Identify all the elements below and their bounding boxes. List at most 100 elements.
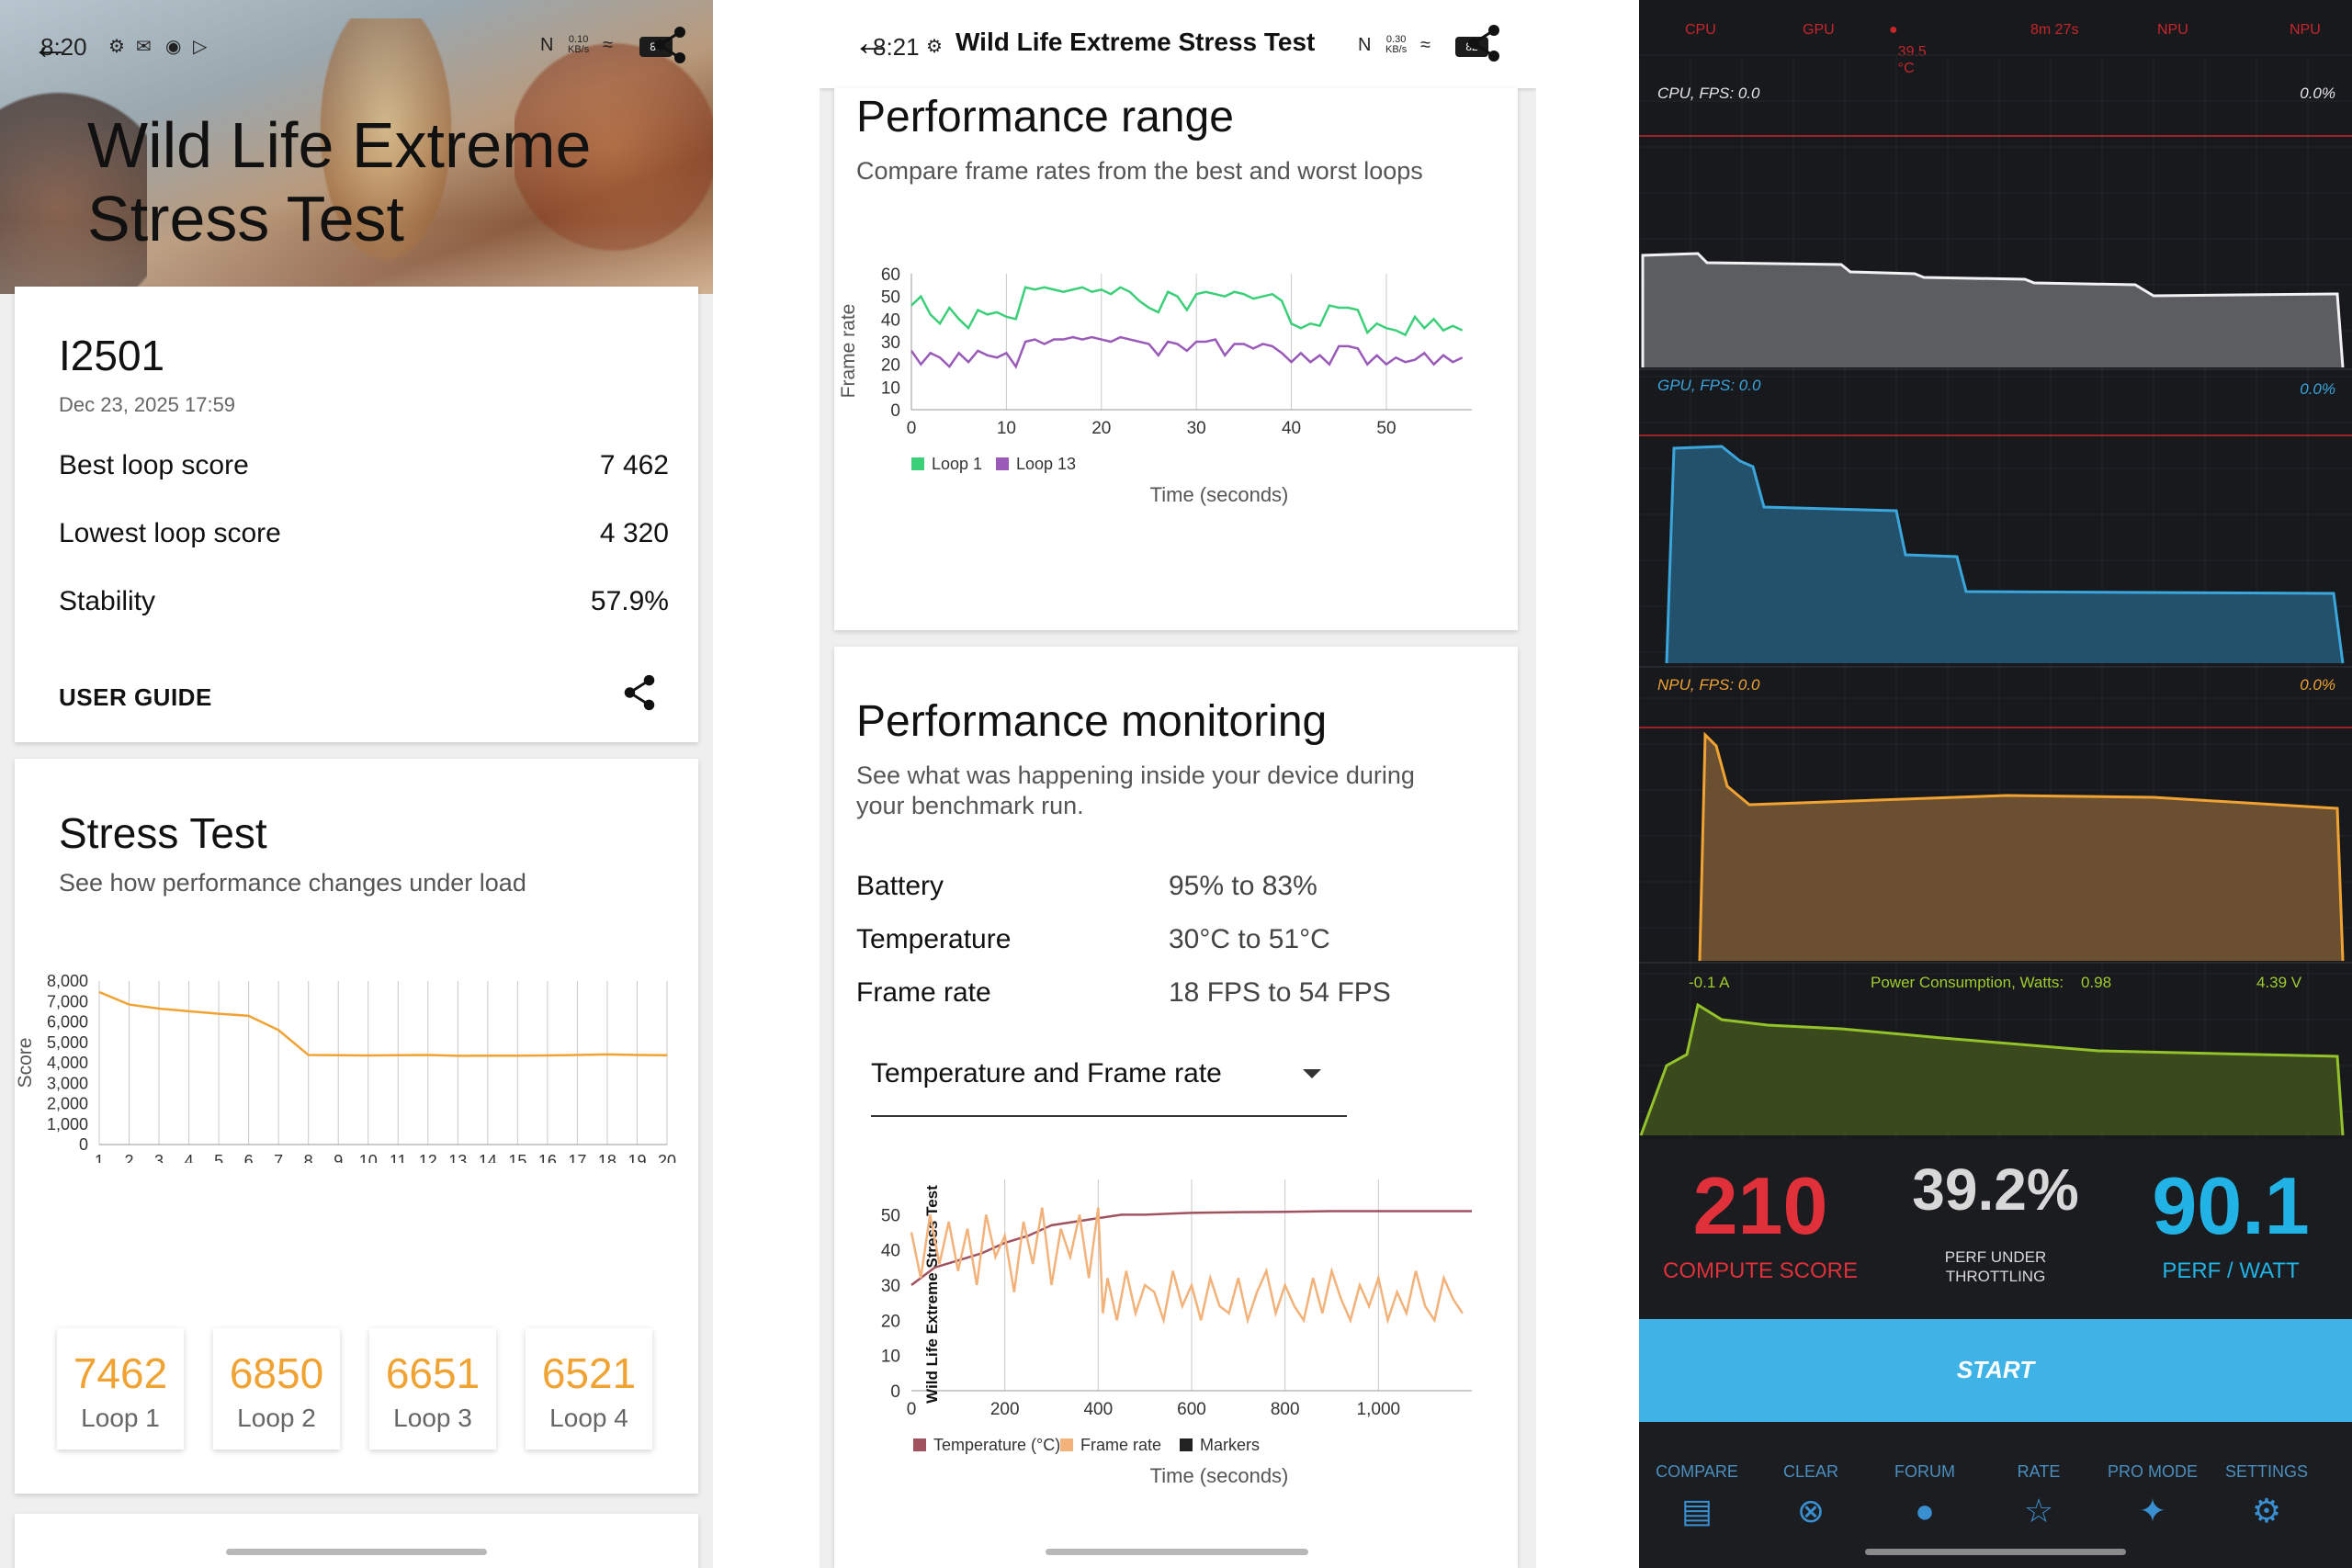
x-tick-label: 10 <box>359 1152 378 1163</box>
loop-score-tile[interactable]: 6651 Loop 3 <box>369 1328 496 1450</box>
y-tick-label: 10 <box>881 1348 900 1367</box>
gpu-graph-label: GPU, FPS: 0.0 <box>1657 377 1761 394</box>
frame-rate-row: Frame rate 18 FPS to 54 FPS <box>856 977 1391 1008</box>
x-tick-label: 9 <box>334 1152 343 1163</box>
compute-score-label: COMPUTE SCORE <box>1662 1258 1858 1283</box>
share-icon[interactable] <box>619 672 660 713</box>
nav-settings[interactable]: SETTINGS ⚙ <box>2209 1462 2324 1528</box>
npu-graph-label: NPU, FPS: 0.0 <box>1657 676 1760 694</box>
y-tick-label: 6,000 <box>47 1013 88 1032</box>
x-tick-label: 12 <box>419 1152 437 1163</box>
back-arrow-icon[interactable]: ← <box>853 20 891 63</box>
monitor-top-bar: CPU GPU ● 39.5 °C 8m 27s NPU NPU <box>1685 22 2321 76</box>
chevron-down-icon <box>1303 1069 1321 1078</box>
x-tick-label: 2 <box>125 1152 134 1163</box>
loop-score-tile[interactable]: 7462 Loop 1 <box>57 1328 184 1450</box>
loop-score-tile[interactable]: 6521 Loop 4 <box>526 1328 652 1450</box>
score-series-line <box>98 990 668 1057</box>
nav-pro-mode[interactable]: PRO MODE ✦ <box>2095 1462 2211 1528</box>
y-tick-label: 40 <box>881 1242 900 1261</box>
legend-label: Markers <box>1200 1436 1260 1454</box>
y-tick-label: 20 <box>881 1312 900 1331</box>
gpu-graph-line <box>1665 445 2345 664</box>
cpu-graph-line <box>1641 252 2345 368</box>
y-tick-label: 60 <box>881 265 900 285</box>
x-tick-label: 400 <box>1083 1400 1113 1419</box>
legend-swatch <box>913 1438 926 1451</box>
gpu-percentage: 0.0% <box>2300 380 2335 398</box>
user-guide-link[interactable]: USER GUIDE <box>59 683 212 711</box>
stress-test-card: Stress Test See how performance changes … <box>15 759 698 1494</box>
x-tick-label: 5 <box>214 1152 223 1163</box>
x-tick-label: 0 <box>907 1400 917 1419</box>
x-tick-label: 6 <box>244 1152 254 1163</box>
x-tick-label: 4 <box>185 1152 194 1163</box>
y-tick-label: 0 <box>79 1135 88 1154</box>
x-tick-label: 200 <box>990 1400 1020 1419</box>
home-indicator[interactable] <box>1865 1549 2126 1555</box>
loop-score-tile[interactable]: 6850 Loop 2 <box>213 1328 340 1450</box>
gear-icon: ⚙ <box>926 37 943 57</box>
back-arrow-icon[interactable]: ← <box>31 24 70 67</box>
y-tick-label: 4,000 <box>47 1054 88 1072</box>
x-tick-label: 7 <box>274 1152 283 1163</box>
device-name: I2501 <box>59 332 165 379</box>
cpu-graph-label: CPU, FPS: 0.0 <box>1657 85 1760 102</box>
x-tick-label: 600 <box>1177 1400 1206 1419</box>
bottom-nav: COMPARE ▤ CLEAR ⊗ FORUM ● RATE ☆ PRO MODE ✦ S… <box>1639 1422 2352 1568</box>
share-icon[interactable] <box>649 24 691 66</box>
y-tick-label: 8,000 <box>47 972 88 990</box>
x-tick-label: 800 <box>1271 1400 1300 1419</box>
x-tick-label: 50 <box>1376 419 1396 438</box>
x-tick-label: 11 <box>390 1152 407 1163</box>
y-axis-label: Frame rate <box>838 304 859 399</box>
app-header: ← 8:21 ⚙ Wild Life Extreme Stress Test N… <box>820 0 1536 88</box>
y-tick-label: 50 <box>881 288 900 308</box>
share-icon[interactable] <box>1463 22 1505 64</box>
y-tick-label: 5,000 <box>47 1033 88 1052</box>
wifi-icon: ≈ <box>603 35 613 55</box>
x-tick-label: 3 <box>154 1152 164 1163</box>
nfc-icon: N <box>1358 35 1372 55</box>
npu-graph-line <box>1698 731 2345 962</box>
stress-test-title: Stress Test <box>59 809 267 857</box>
gear-icon: ⚙ <box>2251 1492 2282 1529</box>
throttling-label: PERF UNDER THROTTLING <box>1944 1248 2047 1285</box>
home-indicator[interactable] <box>1046 1549 1308 1555</box>
x-tick-label: 18 <box>598 1152 616 1163</box>
chart-metric-dropdown[interactable]: Temperature and Frame rate <box>871 1056 1347 1117</box>
legend-swatch <box>1060 1438 1073 1451</box>
panel-monitor-app: CPU GPU ● 39.5 °C 8m 27s NPU NPU CPU, FP… <box>1639 0 2352 1568</box>
podium-icon: ▤ <box>1680 1492 1713 1529</box>
nav-compare[interactable]: COMPARE ▤ <box>1639 1462 1755 1528</box>
legend-label: Loop 1 <box>932 455 982 473</box>
y-tick-label: 20 <box>881 356 900 376</box>
series-line-loop-13 <box>910 335 1464 369</box>
npu-graph-fill <box>1700 735 2343 961</box>
performance-monitoring-subtitle: See what was happening inside your devic… <box>856 761 1415 819</box>
x-tick-label: 13 <box>448 1152 467 1163</box>
compute-score: 210 <box>1692 1160 1828 1251</box>
lowest-loop-row: Lowest loop score 4 320 <box>59 518 669 548</box>
legend-swatch <box>996 457 1009 470</box>
performance-monitoring-card: Performance monitoring See what was happ… <box>834 647 1518 1568</box>
x-tick-label: 20 <box>658 1152 676 1163</box>
current-readout: -0.1 A <box>1689 974 1730 991</box>
loop-score-chart: 1 2 3 4 5 6 7 8 9 10 11 12 13 14 15 16 17 18 19 2001,0002,0… <box>15 972 676 1163</box>
elapsed-time: 8m 27s <box>2030 22 2079 38</box>
score-summary: 210 COMPUTE SCORE 39.2% PERF UNDER THROTT… <box>1639 1139 2352 1319</box>
x-tick-label: 1,000 <box>1357 1400 1401 1419</box>
gpu-graph-fill <box>1667 446 2343 663</box>
series-line-frame-rate <box>910 1207 1464 1325</box>
play-icon: ▷ <box>193 37 208 57</box>
start-button[interactable]: START <box>1639 1319 2352 1422</box>
home-indicator[interactable] <box>226 1549 487 1555</box>
nav-forum[interactable]: FORUM ● <box>1867 1462 1983 1528</box>
nav-rate[interactable]: RATE ☆ <box>1981 1462 2097 1528</box>
x-tick-label: 19 <box>628 1152 646 1163</box>
stability-row: Stability 57.9% <box>59 586 669 616</box>
nav-clear[interactable]: CLEAR ⊗ <box>1753 1462 1869 1528</box>
page-title: Wild Life Extreme Stress Test <box>87 109 592 254</box>
